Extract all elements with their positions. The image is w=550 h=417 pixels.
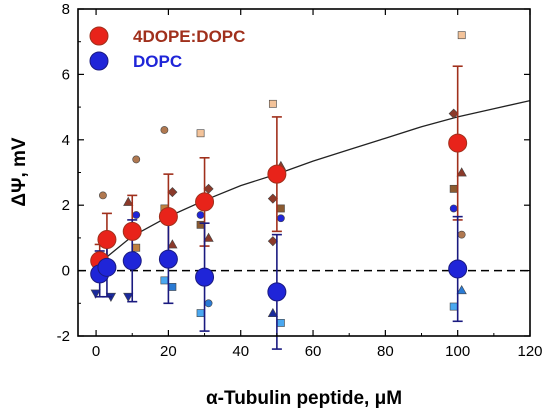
legend-marker-dopc — [89, 51, 109, 71]
data-point-4dope-dopc — [195, 192, 215, 212]
replicate-point — [449, 184, 458, 193]
replicate-point — [267, 193, 278, 204]
replicate-point — [167, 239, 178, 249]
data-point-dopc — [267, 282, 287, 302]
data-point-dopc — [195, 267, 215, 287]
legend-label-dopc: DOPC — [133, 52, 182, 71]
replicate-point — [276, 319, 285, 327]
data-point-4dope-dopc — [448, 133, 468, 153]
replicate-point — [90, 289, 101, 299]
legend-marker-4dope-dopc — [89, 26, 109, 46]
replicate-point — [132, 155, 141, 164]
replicate-point — [196, 211, 205, 219]
fit-curve — [95, 99, 531, 267]
replicate-point — [196, 129, 205, 138]
replicate-point — [449, 302, 458, 311]
legend-label-4dope-dopc: 4DOPE:DOPC — [133, 27, 245, 46]
data-point-4dope-dopc — [158, 207, 178, 227]
data-point-4dope-dopc — [267, 164, 287, 184]
replicate-point — [99, 191, 107, 200]
replicate-point — [132, 243, 141, 252]
data-point-dopc — [158, 249, 178, 269]
replicate-point — [276, 204, 285, 213]
replicate-point — [276, 214, 285, 223]
replicate-point — [196, 220, 205, 229]
data-point-dopc — [448, 259, 468, 279]
y-tick-label: 0 — [62, 263, 70, 280]
replicate-point — [160, 126, 169, 134]
replicate-point — [203, 232, 214, 242]
replicate-point — [168, 283, 177, 291]
replicate-point — [457, 31, 466, 40]
legend: 4DOPE:DOPC DOPC — [89, 26, 245, 71]
x-tick-label: 120 — [517, 343, 542, 360]
replicate-point — [123, 196, 134, 206]
replicate-point — [160, 276, 169, 285]
replicate-point — [196, 309, 205, 318]
replicate-point — [123, 292, 134, 302]
replicate-point — [132, 211, 141, 219]
replicate-point — [204, 299, 213, 308]
data-point-4dope-dopc — [122, 221, 142, 241]
y-tick-label: 8 — [62, 1, 70, 18]
reference-lines-layer — [78, 99, 531, 272]
y-tick-label: -2 — [57, 328, 70, 345]
data-point-4dope-dopc — [97, 230, 117, 250]
replicate-point — [267, 307, 278, 318]
x-axis-title: α-Tubulin peptide, μM — [206, 388, 402, 409]
y-tick-label: 6 — [62, 66, 70, 83]
y-axis-title: ΔΨ, mV — [9, 137, 30, 206]
replicate-point — [449, 204, 458, 213]
replicate-point — [167, 187, 178, 198]
x-tick-label: 80 — [377, 343, 394, 360]
replicate-point — [448, 108, 459, 119]
x-tick-label: 40 — [232, 343, 249, 360]
replicate-point — [456, 285, 467, 295]
x-tick-label: 20 — [160, 343, 177, 360]
data-point-dopc — [97, 257, 117, 277]
replicate-point — [456, 167, 467, 177]
replicate-point — [267, 236, 278, 247]
x-tick-label: 100 — [445, 343, 470, 360]
y-tick-label: 2 — [62, 197, 70, 214]
replicate-point — [457, 230, 466, 239]
x-tick-label: 60 — [305, 343, 322, 360]
x-tick-label: 0 — [92, 343, 100, 360]
axes-layer: 0 20 40 60 80 100 120 -2 0 2 4 6 8 — [57, 1, 543, 360]
replicate-point — [268, 99, 277, 108]
y-tick-label: 4 — [62, 132, 70, 149]
data-point-dopc — [122, 251, 142, 271]
series-layer — [90, 65, 468, 350]
